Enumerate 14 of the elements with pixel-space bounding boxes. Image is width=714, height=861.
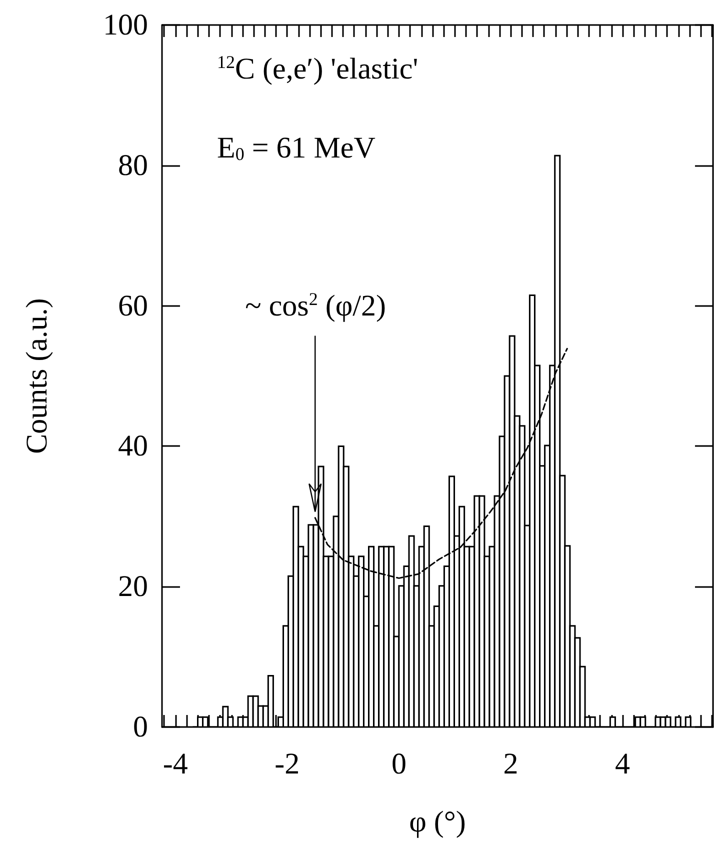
y-tick-label: 80: [118, 148, 148, 182]
x-axis-title: φ (°): [409, 806, 466, 838]
y-tick-label: 40: [118, 430, 148, 463]
y-tick-label: 60: [118, 289, 148, 322]
x-tick-label: -2: [274, 748, 300, 780]
y-axis-title: Counts (a.u.): [20, 298, 54, 454]
y-tick-label: 0: [133, 710, 148, 744]
x-tick-label: 4: [614, 748, 630, 780]
x-tick-label: 0: [391, 748, 406, 780]
x-tick-label: 2: [503, 748, 518, 780]
annotation: E0 = 61 MeV: [217, 132, 376, 164]
y-tick-label: 100: [103, 8, 148, 42]
x-tick-label: -4: [162, 748, 188, 780]
y-tick-label: 20: [118, 570, 148, 604]
